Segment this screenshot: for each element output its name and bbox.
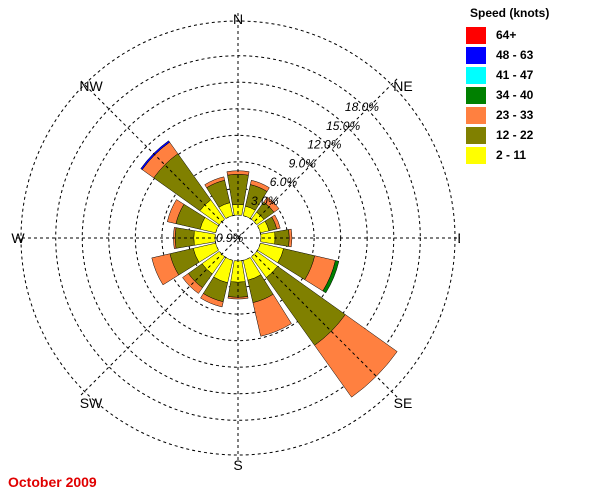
legend-item: 23 - 33 — [462, 106, 602, 124]
ring-label-1: 6.0% — [270, 175, 298, 189]
compass-label-e: E — [457, 230, 460, 246]
ring-label-4: 15.0% — [326, 119, 360, 133]
legend-item: 34 - 40 — [462, 86, 602, 104]
petal-sse-bin-2 — [252, 293, 292, 337]
chart-footer-date: October 2009 — [8, 474, 97, 490]
ring-label-0: 3.0% — [251, 194, 279, 208]
petal-ene-bin-2 — [271, 214, 281, 230]
petal-n-bin-2 — [226, 170, 250, 176]
compass-label-ne: NE — [393, 78, 412, 94]
legend-label: 34 - 40 — [496, 88, 534, 102]
legend-items: 64+ 48 - 63 41 - 47 34 - 40 23 - 33 12 - 22 2 … — [462, 26, 602, 164]
petal-nne-bin-2 — [250, 179, 270, 192]
compass-label-n: N — [233, 11, 243, 27]
petal-se-bin-2 — [314, 314, 398, 398]
legend-label: 41 - 47 — [496, 68, 534, 82]
petal-nnw-bin-2 — [204, 176, 225, 189]
legend-label: 23 - 33 — [496, 108, 534, 122]
legend-label: 12 - 22 — [496, 128, 534, 142]
legend-item: 48 - 63 — [462, 46, 602, 64]
petal-ne-bin-2 — [263, 196, 280, 213]
petal-wnw-bin-2 — [167, 199, 185, 224]
compass-label-w: W — [11, 230, 25, 246]
legend-item: 41 - 47 — [462, 66, 602, 84]
petals-layer — [140, 140, 398, 398]
legend-label: 48 - 63 — [496, 48, 534, 62]
legend-item: 64+ — [462, 26, 602, 44]
legend-swatch — [466, 106, 486, 124]
legend-swatch — [466, 66, 486, 84]
compass-label-se: SE — [394, 395, 413, 411]
calm-label: 0.9% — [216, 231, 244, 245]
legend-swatch — [466, 46, 486, 64]
ring-labels-layer: 3.0% 6.0% 9.0% 12.0% 15.0% 18.0% 0.9% — [216, 100, 379, 245]
petal-nw-bin-5 — [140, 140, 171, 171]
legend-swatch — [466, 26, 486, 44]
wind-rose-chart: 3.0%6.0%9.0%12.0%15.0%18.0%0.9% NSEWNENW… — [11, 11, 460, 473]
legend-swatch — [466, 126, 486, 144]
legend-swatch — [466, 86, 486, 104]
ring-4 — [81, 81, 395, 395]
petal-ssw-bin-2 — [200, 293, 224, 308]
petal-e-bin-2 — [288, 228, 293, 248]
legend-label: 64+ — [496, 28, 517, 42]
compass-label-nw: NW — [79, 78, 103, 94]
legend-title: Speed (knots) — [470, 6, 550, 20]
compass-labels-layer: NSEWNENWSESW — [11, 11, 460, 473]
petal-ese-bin-3 — [322, 260, 340, 294]
legend-label: 2 - 11 — [496, 148, 527, 162]
ring-label-2: 9.0% — [289, 156, 317, 170]
compass-label-s: S — [233, 457, 242, 473]
compass-label-sw: SW — [80, 395, 103, 411]
ring-label-5: 18.0% — [345, 100, 379, 114]
ring-label-3: 12.0% — [307, 138, 341, 152]
legend-swatch — [466, 146, 486, 164]
legend: Speed (knots) 64+ 48 - 63 41 - 47 34 - 40 23… — [462, 6, 602, 166]
axes-layer — [13, 13, 460, 463]
ring-3 — [108, 108, 368, 368]
axis-line-135 — [78, 78, 398, 398]
legend-item: 2 - 11 — [462, 146, 602, 164]
petal-wsw-bin-2 — [151, 253, 180, 286]
legend-item: 12 - 22 — [462, 126, 602, 144]
ring-1 — [161, 161, 315, 315]
